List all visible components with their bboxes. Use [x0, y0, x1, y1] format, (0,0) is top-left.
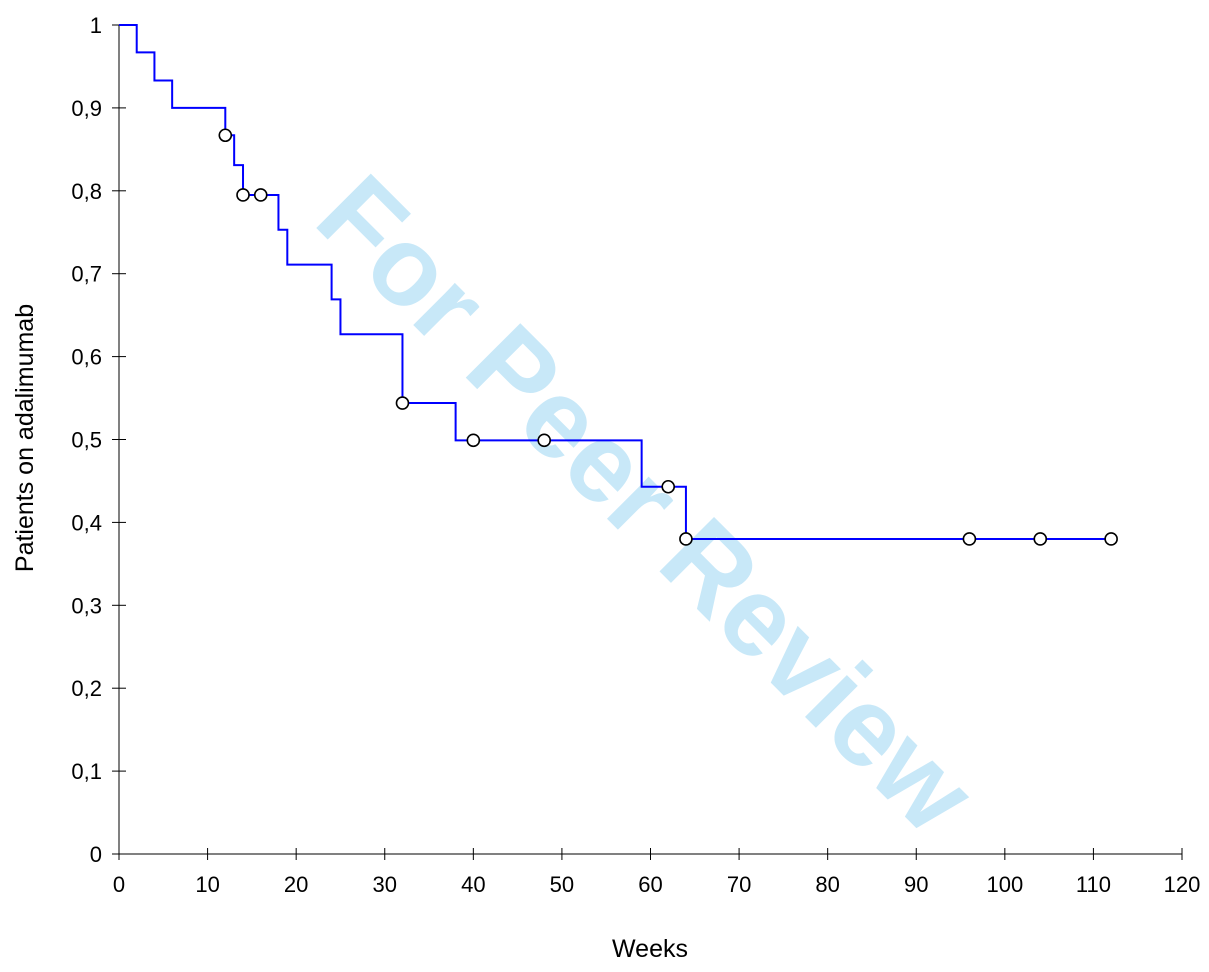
- y-tick-label: 0,3: [71, 593, 102, 618]
- y-tick-label: 0,8: [71, 179, 102, 204]
- y-tick-label: 0,1: [71, 759, 102, 784]
- x-tick-label: 80: [815, 872, 839, 897]
- y-tick-label: 0,7: [71, 262, 102, 287]
- ticks: 0 10 20 30 40 50 60 70 80 90 100 110 120 0 0,1 0,2 0,3 0,…: [71, 13, 1200, 897]
- x-tick-label: 120: [1164, 872, 1201, 897]
- censor-marker: [253, 188, 268, 202]
- y-tick-label: 0: [90, 842, 102, 867]
- censor-marker: [661, 479, 676, 494]
- censor-marker: [1104, 532, 1118, 546]
- censor-marker: [679, 532, 693, 546]
- x-tick-label: 10: [195, 872, 219, 897]
- y-tick-label: 1: [90, 13, 102, 38]
- x-tick-label: 60: [638, 872, 662, 897]
- x-tick-label: 90: [904, 872, 928, 897]
- censor-marker: [1033, 532, 1048, 546]
- censor-marker: [537, 433, 552, 448]
- x-axis-label: Weeks: [612, 935, 688, 963]
- x-tick-label: 0: [113, 872, 125, 897]
- censor-marker: [962, 532, 977, 546]
- survival-step-line: [119, 24, 1112, 540]
- x-tick-label: 40: [461, 872, 485, 897]
- watermark: For Peer Review: [294, 151, 999, 856]
- y-tick-label: 0,5: [71, 428, 102, 453]
- y-axis-label: Patients on adalimumab: [11, 304, 39, 572]
- x-tick-label: 70: [727, 872, 751, 897]
- censor-marker: [218, 128, 233, 143]
- y-tick-label: 0,4: [71, 510, 102, 535]
- x-tick-label: 20: [284, 872, 308, 897]
- x-tick-label: 50: [550, 872, 574, 897]
- censor-marker: [395, 396, 410, 410]
- x-tick-label: 100: [986, 872, 1023, 897]
- y-tick-label: 0,6: [71, 345, 102, 370]
- x-tick-label: 110: [1076, 872, 1111, 897]
- x-tick-label: 30: [373, 872, 397, 897]
- censor-markers: [218, 128, 1118, 546]
- y-tick-label: 0,2: [71, 676, 102, 701]
- censor-marker: [236, 188, 250, 202]
- y-tick-label: 0,9: [71, 96, 102, 121]
- censor-marker: [466, 433, 481, 448]
- survival-curve: [119, 24, 1112, 540]
